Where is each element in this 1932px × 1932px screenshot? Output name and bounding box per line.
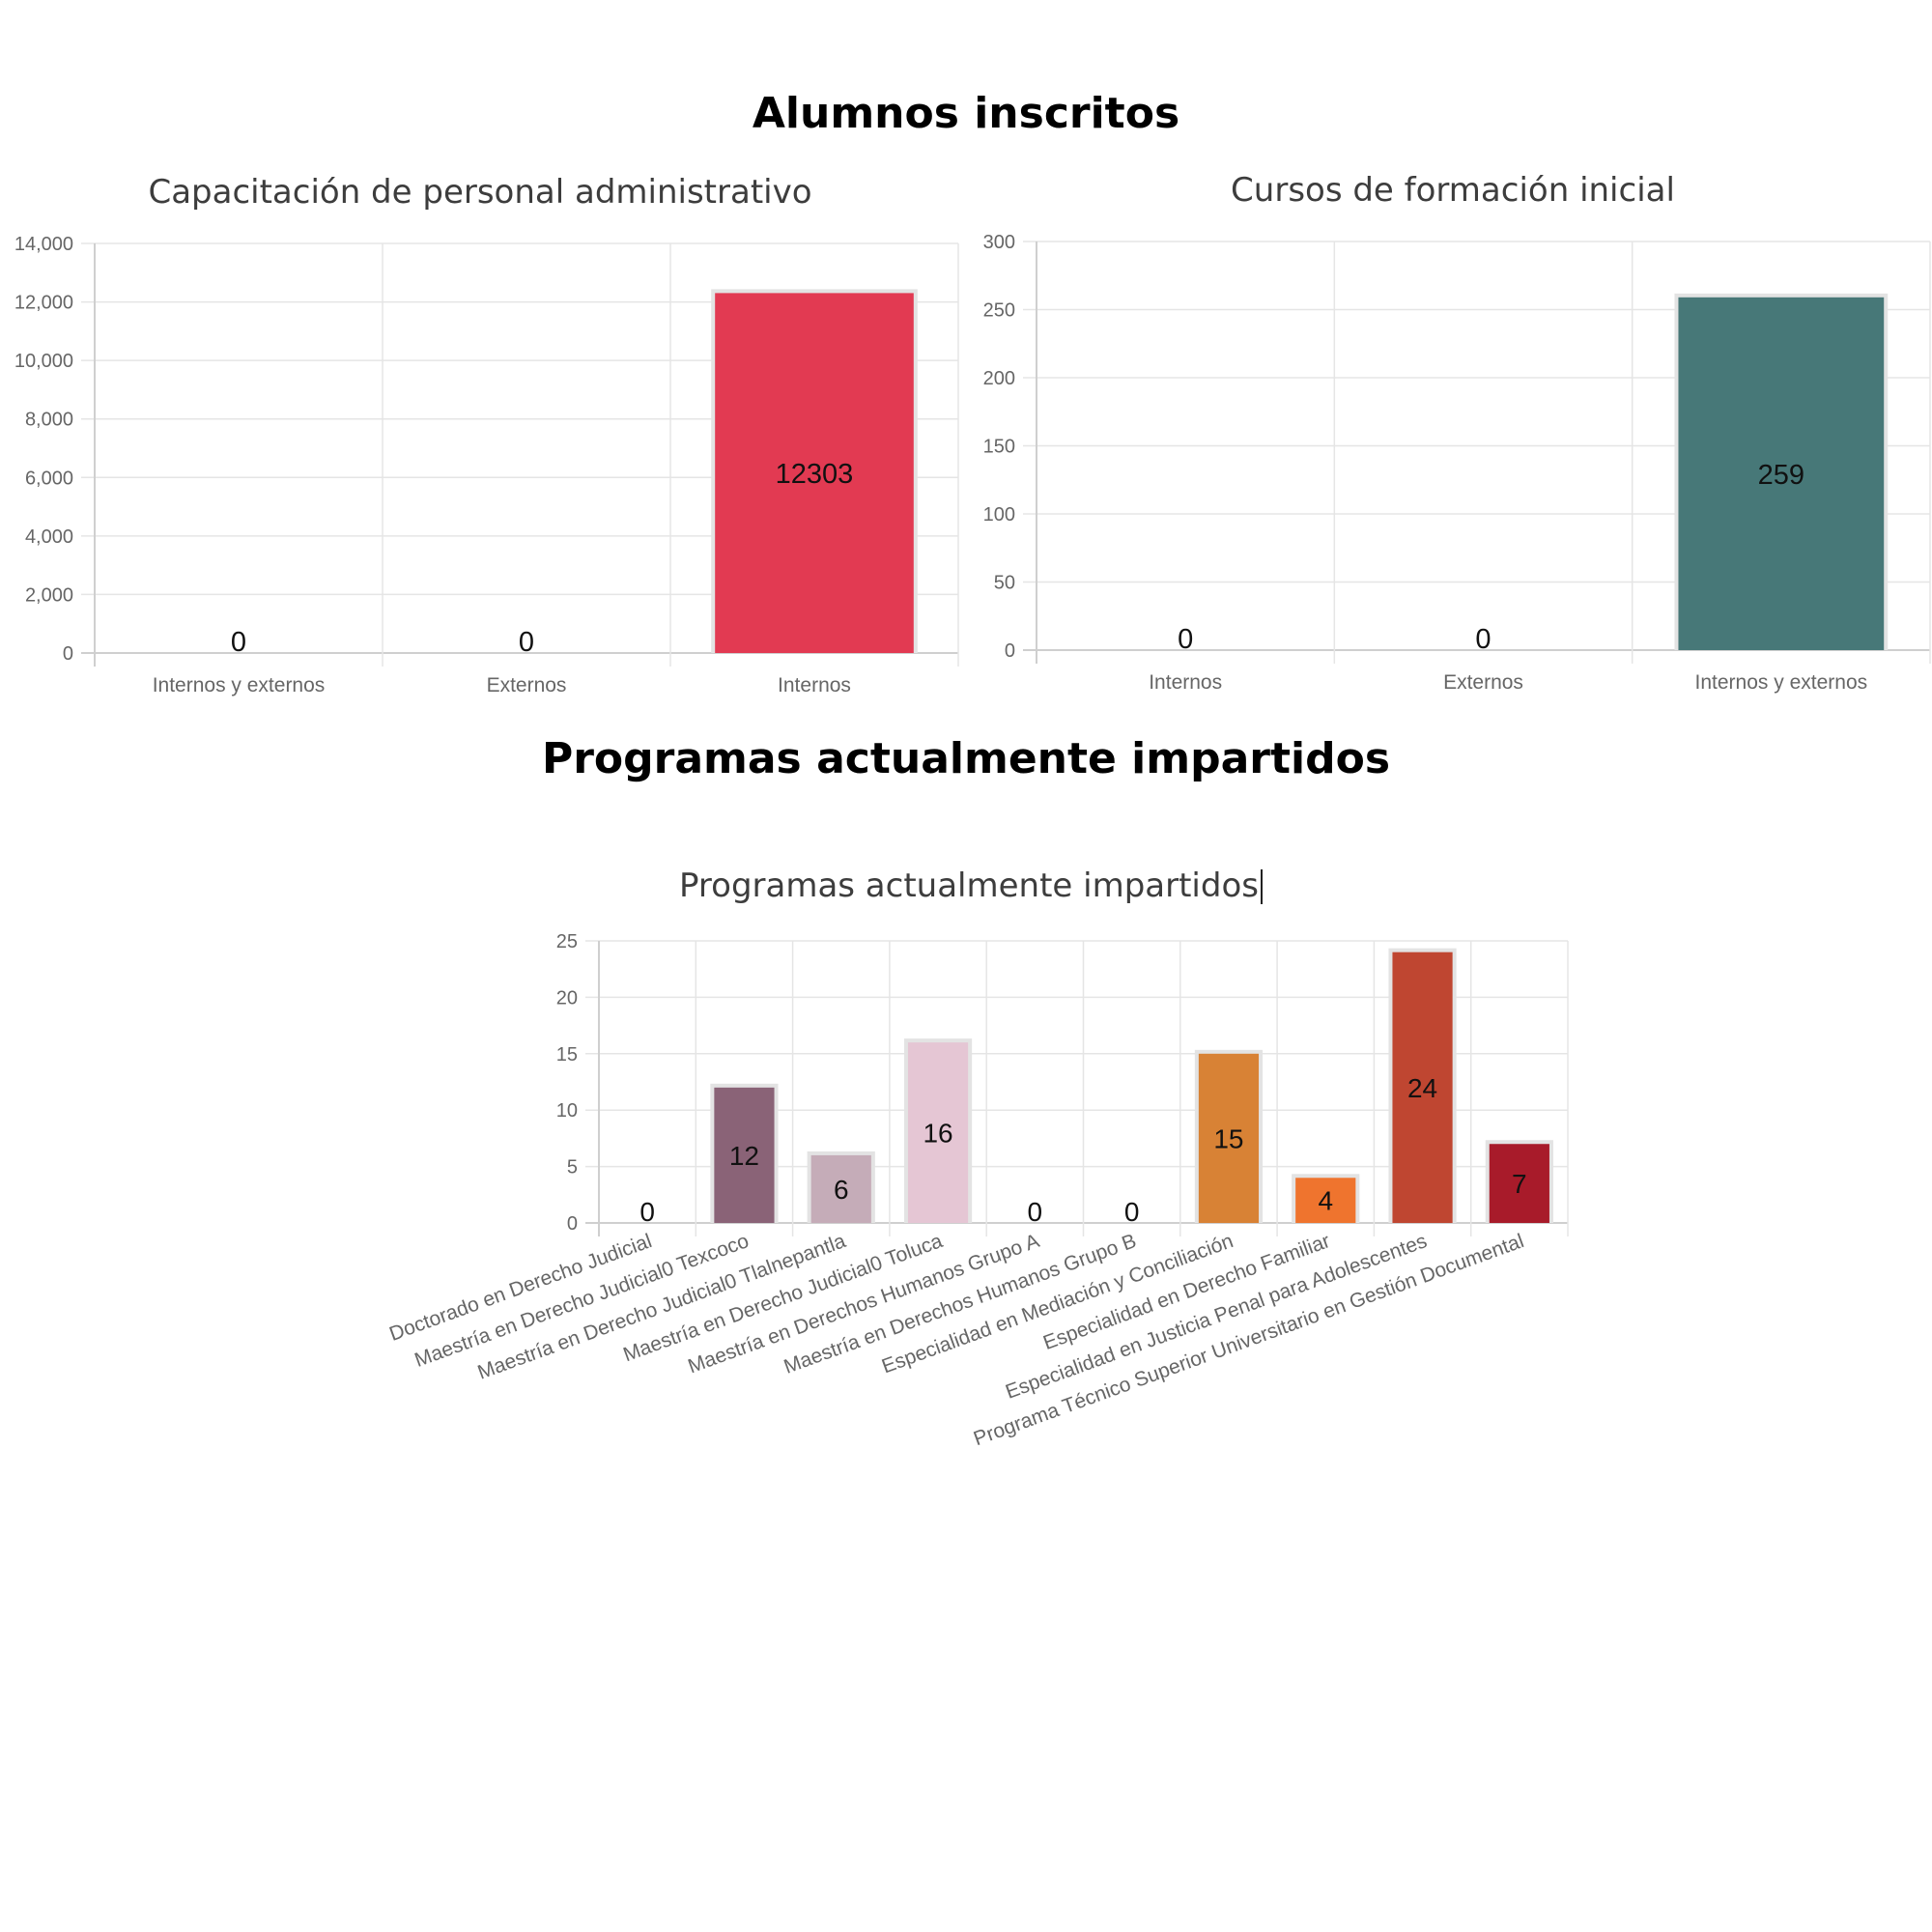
chart-capacitacion-personal: Capacitación de personal administrativo 0… <box>14 173 959 696</box>
bar-maestria-en-derecho-judicial0-toluca[interactable] <box>907 1042 969 1223</box>
data-label: 0 <box>639 1197 655 1227</box>
data-label: 12 <box>729 1141 759 1171</box>
x-tick-label: Externos <box>487 674 567 696</box>
data-label: 0 <box>519 627 534 658</box>
x-tick-label: Internos y externos <box>153 674 326 696</box>
y-tick-label: 25 <box>556 931 578 952</box>
chart-title: Capacitación de personal administrativo <box>148 173 811 212</box>
data-label: 15 <box>1213 1123 1243 1153</box>
data-label: 0 <box>1475 624 1491 655</box>
data-label: 16 <box>923 1119 952 1149</box>
y-tick-label: 12,000 <box>14 293 73 314</box>
y-tick-label: 200 <box>983 368 1015 389</box>
y-tick-label: 100 <box>983 504 1015 526</box>
y-tick-label: 300 <box>983 232 1015 253</box>
data-label: 4 <box>1318 1186 1333 1216</box>
bar-especialidad-en-derecho-familiar[interactable] <box>1295 1178 1356 1223</box>
bar-programa-tecnico-superior-universitario-en-gestion-documental[interactable] <box>1489 1144 1549 1223</box>
chart-cursos-formacion: Cursos de formación inicial 0 50 100 150 200 2… <box>983 171 1931 694</box>
y-tick-label: 20 <box>556 987 578 1009</box>
data-label: 24 <box>1407 1073 1437 1103</box>
heading-programas-impartidos: Programas actualmente impartidos <box>541 734 1391 783</box>
y-tick-label: 0 <box>1005 640 1015 662</box>
y-tick-label: 2,000 <box>25 584 73 606</box>
bar-maestria-en-derecho-judicial0-tlalnepantla[interactable] <box>810 1154 871 1223</box>
chart-title: Cursos de formación inicial <box>1231 171 1675 210</box>
bar-internos[interactable] <box>715 293 914 653</box>
chart-title: Programas actualmente impartidos <box>679 867 1259 905</box>
y-tick-label: 50 <box>994 573 1015 594</box>
bar-maestria-en-derecho-judicial0-texcoco[interactable] <box>714 1087 775 1223</box>
data-label: 259 <box>1758 460 1804 491</box>
data-label: 0 <box>1178 624 1193 655</box>
data-label: 7 <box>1512 1169 1527 1199</box>
y-tick-label: 10,000 <box>14 351 73 372</box>
data-label: 12303 <box>776 459 854 490</box>
data-label: 0 <box>231 627 246 658</box>
y-tick-label: 250 <box>983 300 1015 322</box>
bar-especialidad-en-mediacion-y-conciliacion[interactable] <box>1198 1053 1260 1223</box>
chart-programas-impartidos: Programas actualmente impartidos 0 5 10 15 20… <box>386 867 1569 1450</box>
heading-alumnos-inscritos: Alumnos inscritos <box>752 89 1180 138</box>
x-tick-label: Internos <box>778 674 851 696</box>
bar-internos-y-externos[interactable] <box>1678 297 1885 650</box>
y-tick-label: 5 <box>567 1157 578 1179</box>
y-tick-label: 8,000 <box>25 410 73 431</box>
y-tick-label: 6,000 <box>25 468 73 489</box>
x-tick-label: Internos y externos <box>1695 671 1868 694</box>
y-tick-label: 150 <box>983 437 1015 458</box>
y-tick-label: 0 <box>63 643 73 665</box>
data-label: 0 <box>1124 1197 1140 1227</box>
x-tick-label: Externos <box>1443 671 1523 694</box>
bar-especialidad-en-justicia-penal-para-adolescentes[interactable] <box>1392 952 1453 1223</box>
y-tick-label: 15 <box>556 1044 578 1065</box>
y-tick-label: 10 <box>556 1100 578 1122</box>
y-tick-label: 4,000 <box>25 526 73 548</box>
y-tick-label: 14,000 <box>14 234 73 255</box>
y-tick-label: 0 <box>567 1213 578 1235</box>
x-tick-label: Internos <box>1149 671 1222 694</box>
data-label: 0 <box>1028 1197 1043 1227</box>
data-label: 6 <box>834 1175 849 1205</box>
